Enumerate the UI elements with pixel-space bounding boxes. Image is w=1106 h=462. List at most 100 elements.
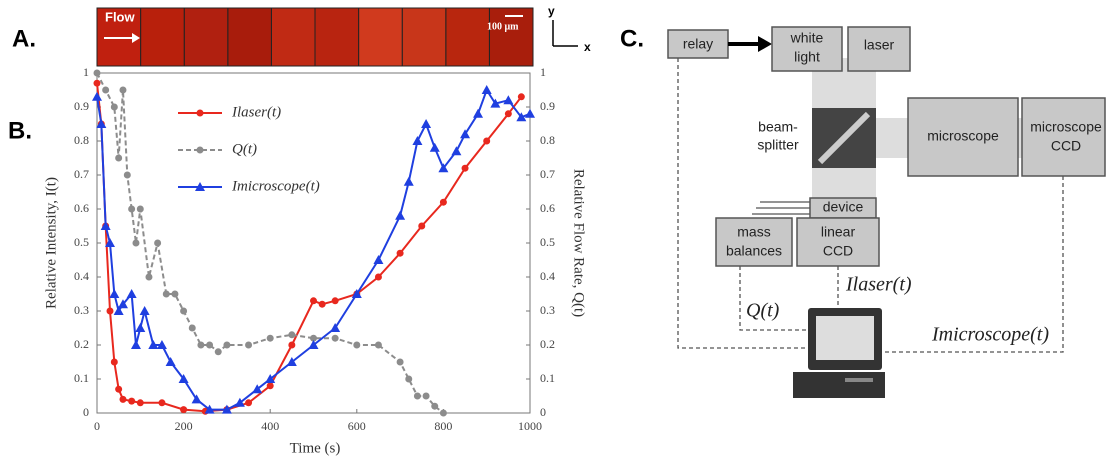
marker — [119, 395, 127, 403]
y2-tick-label: 0.7 — [540, 167, 555, 181]
y-tick-label: 0.1 — [74, 371, 89, 385]
marker — [119, 86, 127, 94]
marker — [92, 91, 102, 101]
node-label: CCD — [1051, 138, 1081, 154]
y-tick-label: 0.5 — [74, 235, 89, 249]
marker — [171, 290, 179, 298]
y-tick-label: 0.2 — [74, 337, 89, 351]
node-label: microscope — [1030, 119, 1102, 135]
y-tick-label: 0 — [83, 405, 89, 419]
marker — [330, 323, 341, 332]
marker — [115, 154, 123, 162]
marker — [331, 334, 339, 342]
y2-tick-label: 0 — [540, 405, 546, 419]
x-tick-label: 800 — [434, 419, 452, 433]
marker — [481, 85, 492, 94]
marker — [104, 238, 115, 247]
node-label: device — [823, 199, 864, 215]
series-line — [96, 83, 523, 413]
mass-balances-box — [715, 217, 793, 267]
marker — [374, 341, 382, 349]
node-label: mass — [737, 224, 770, 240]
y2-tick-label: 0.5 — [540, 235, 555, 249]
screen — [816, 316, 874, 360]
marker — [265, 374, 276, 383]
marker — [310, 334, 317, 342]
legend-label: Q(t) — [232, 141, 257, 157]
marker — [132, 239, 140, 247]
legend-label: Imicroscope(t) — [231, 178, 320, 194]
marker — [252, 384, 263, 394]
axis-y-label: y — [548, 4, 555, 18]
marker — [204, 404, 215, 414]
marker — [288, 341, 296, 349]
image-strip: Flow 100 μm y x — [96, 4, 591, 67]
splitter-mirror — [817, 111, 871, 165]
marker — [421, 119, 432, 128]
node-label: laser — [864, 37, 895, 53]
signal-label: Q(t) — [746, 300, 780, 322]
laser-box — [847, 26, 911, 72]
marker — [396, 358, 404, 366]
marker — [431, 402, 439, 410]
marker — [460, 129, 471, 139]
marker — [504, 110, 512, 118]
marker — [353, 341, 361, 349]
signal-label: Ilaser(t) — [845, 274, 912, 296]
marker — [318, 300, 326, 308]
node-label: CCD — [823, 243, 853, 259]
marker — [130, 340, 141, 349]
drive — [845, 378, 873, 382]
marker — [106, 307, 114, 315]
marker — [128, 205, 136, 213]
marker — [288, 331, 296, 339]
y2-tick-label: 1 — [540, 65, 546, 79]
y-tick-label: 0.7 — [74, 167, 89, 181]
marker — [525, 108, 535, 118]
marker — [196, 109, 204, 117]
node-label: microscope — [927, 128, 999, 144]
marker — [422, 392, 430, 400]
marker — [162, 290, 170, 298]
marker — [180, 307, 188, 315]
image-tile — [314, 7, 360, 67]
signal-wire — [739, 266, 808, 331]
y2-tick-label: 0.6 — [540, 201, 555, 215]
marker — [412, 136, 423, 145]
marker — [439, 198, 447, 206]
marker — [308, 340, 319, 349]
y-tick-label: 0.3 — [74, 303, 89, 317]
marker — [245, 341, 253, 349]
marker — [96, 119, 107, 128]
legend-label: Ilaser(t) — [231, 104, 281, 120]
marker — [136, 205, 144, 213]
marker — [429, 142, 440, 152]
marker — [473, 108, 484, 118]
series-line — [96, 87, 531, 411]
marker — [245, 399, 253, 407]
marker — [413, 392, 421, 400]
marker — [135, 323, 146, 332]
series-line — [96, 72, 445, 414]
y2-tick-label: 0.1 — [540, 371, 555, 385]
image-tile — [401, 7, 447, 67]
marker — [266, 334, 274, 342]
arrowhead — [758, 36, 772, 52]
tubing — [752, 201, 812, 215]
marker — [136, 399, 144, 407]
y2-tick-label: 0.4 — [540, 269, 555, 283]
marker — [156, 340, 167, 349]
marker — [221, 404, 232, 414]
marker — [483, 137, 491, 145]
marker — [191, 394, 202, 404]
plot-frame — [96, 72, 531, 414]
x-tick-label: 0 — [94, 419, 100, 433]
marker — [403, 176, 414, 186]
image-tile — [183, 7, 229, 67]
signal-label: Imicroscope(t) — [931, 324, 1049, 346]
marker — [490, 98, 501, 108]
marker — [206, 341, 214, 349]
marker — [158, 399, 166, 407]
diagram: relay white light laser beam- splitter m… — [667, 26, 1106, 398]
